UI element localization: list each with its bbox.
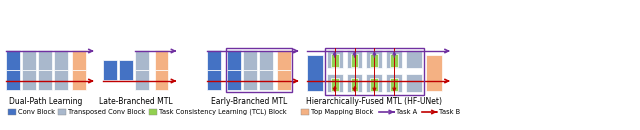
Bar <box>58 109 66 115</box>
Bar <box>207 50 221 70</box>
Bar <box>149 109 157 115</box>
Bar <box>155 50 168 70</box>
Bar <box>22 50 36 70</box>
Bar <box>227 70 241 90</box>
Bar <box>155 70 168 90</box>
Bar <box>387 74 403 92</box>
Bar <box>259 70 273 90</box>
Bar <box>8 109 16 115</box>
Bar <box>371 54 378 67</box>
Bar <box>226 48 292 92</box>
Bar <box>371 78 378 91</box>
Bar <box>426 55 442 91</box>
Bar <box>277 50 291 70</box>
Bar <box>72 50 86 70</box>
Bar <box>54 50 68 70</box>
Bar <box>301 109 309 115</box>
Bar <box>103 60 116 80</box>
Bar <box>22 70 36 90</box>
Bar <box>6 50 20 70</box>
Bar <box>367 50 382 68</box>
Bar <box>38 50 52 70</box>
Text: Dual-Path Learning: Dual-Path Learning <box>10 97 83 106</box>
Bar <box>54 70 68 90</box>
Text: Task Consistency Learning (TCL) Block: Task Consistency Learning (TCL) Block <box>159 109 287 115</box>
Text: Early-Branched MTL: Early-Branched MTL <box>211 97 287 106</box>
Bar <box>243 70 257 90</box>
Bar <box>331 54 339 67</box>
Bar <box>406 74 422 92</box>
Bar <box>406 50 422 68</box>
Bar <box>72 70 86 90</box>
Bar <box>346 50 362 68</box>
Bar <box>259 50 273 70</box>
Text: Task B: Task B <box>439 109 460 115</box>
Text: Late-Branched MTL: Late-Branched MTL <box>99 97 172 106</box>
Bar <box>324 48 424 95</box>
Bar <box>207 70 221 90</box>
Bar <box>38 70 52 90</box>
Bar <box>134 70 148 90</box>
Bar <box>351 78 358 91</box>
Bar <box>331 78 339 91</box>
Text: Transposed Conv Block: Transposed Conv Block <box>68 109 145 115</box>
Text: Conv Block: Conv Block <box>19 109 55 115</box>
Bar <box>119 60 132 80</box>
Bar <box>367 74 382 92</box>
Text: Top Mapping Block: Top Mapping Block <box>311 109 373 115</box>
Bar <box>243 50 257 70</box>
Bar <box>390 78 398 91</box>
Bar <box>277 70 291 90</box>
Bar <box>390 54 398 67</box>
Bar <box>387 50 403 68</box>
Bar <box>307 55 323 91</box>
Text: Task A: Task A <box>396 109 417 115</box>
Bar <box>6 70 20 90</box>
Bar <box>227 50 241 70</box>
Bar <box>326 74 342 92</box>
Bar <box>346 74 362 92</box>
Bar <box>134 50 148 70</box>
Text: Hierarchically-Fused MTL (HF-UNet): Hierarchically-Fused MTL (HF-UNet) <box>307 97 442 106</box>
Bar <box>326 50 342 68</box>
Bar <box>351 54 358 67</box>
